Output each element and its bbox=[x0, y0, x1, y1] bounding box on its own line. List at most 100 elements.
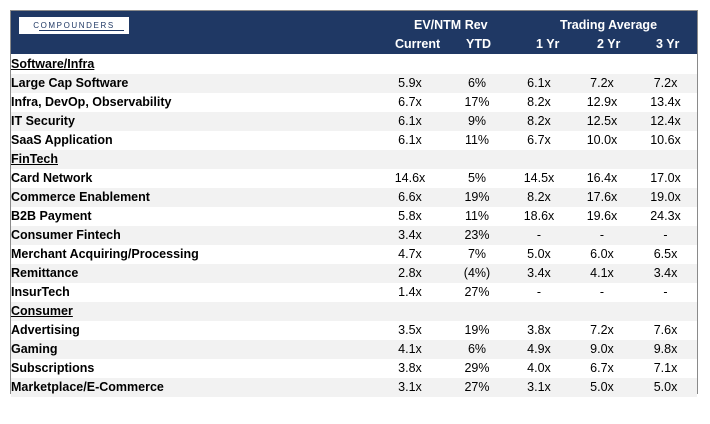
col-header-3yr: 3 Yr bbox=[656, 37, 680, 51]
yr3-cell: 7.6x bbox=[653, 323, 678, 337]
yr1-cell: 4.9x bbox=[508, 340, 570, 359]
yr2-cell: 5.0x bbox=[570, 378, 634, 397]
yr1-cell: 18.6x bbox=[523, 209, 555, 223]
logo-underline bbox=[39, 30, 124, 31]
row-label: InsurTech bbox=[11, 285, 70, 299]
ev-ntm-rev-group-header: EV/NTM Rev bbox=[414, 18, 488, 32]
row-label: Merchant Acquiring/Processing bbox=[11, 247, 199, 261]
yr3-cell: - bbox=[634, 226, 698, 245]
ytd-cell: 6% bbox=[446, 340, 508, 359]
yr3-cell: 19.0x bbox=[634, 188, 698, 207]
section-row: Software/Infra bbox=[11, 55, 697, 74]
yr2-cell: 19.6x bbox=[586, 209, 618, 223]
ytd-cell: 19% bbox=[464, 323, 490, 337]
yr2-cell: 10.0x bbox=[586, 133, 618, 147]
current-cell: 1.4x bbox=[398, 285, 422, 299]
yr3-cell: 7.1x bbox=[653, 361, 678, 375]
current-cell: 3.1x bbox=[374, 378, 446, 397]
ytd-cell: 29% bbox=[464, 361, 490, 375]
current-cell: 3.5x bbox=[398, 323, 422, 337]
table-row: Infra, DevOp, Observability 6.7x 17% 8.2x 12… bbox=[11, 93, 697, 112]
row-label: SaaS Application bbox=[11, 133, 113, 147]
current-cell: 6.1x bbox=[374, 112, 446, 131]
ytd-cell: 5% bbox=[467, 171, 487, 185]
yr3-cell: 3.4x bbox=[634, 264, 698, 283]
ytd-cell: 27% bbox=[446, 378, 508, 397]
table-row: Consumer Fintech 3.4x 23% - - - bbox=[11, 226, 698, 245]
yr3-cell: 10.6x bbox=[650, 133, 681, 147]
yr1-cell: - bbox=[508, 226, 570, 245]
current-cell: 5.8x bbox=[398, 209, 422, 223]
yr1-cell: 3.4x bbox=[508, 264, 570, 283]
yr2-cell: 12.9x bbox=[586, 95, 618, 109]
table-row: IT Security 6.1x 9% 8.2x 12.5x 12.4x bbox=[11, 112, 698, 131]
yr3-cell: 6.5x bbox=[653, 247, 678, 261]
yr3-cell: 5.0x bbox=[634, 378, 698, 397]
trading-average-group-header: Trading Average bbox=[560, 18, 658, 32]
current-cell: 3.4x bbox=[374, 226, 446, 245]
yr3-cell: 12.4x bbox=[634, 112, 698, 131]
table-row: Large Cap Software 5.9x 6% 6.1x 7.2x 7.2x bbox=[11, 74, 698, 93]
row-label: Commerce Enablement bbox=[11, 188, 374, 207]
yr3-cell: - bbox=[663, 285, 668, 299]
table-row: Subscriptions 3.8x 29% 4.0x 6.7x 7.1x bbox=[11, 359, 697, 378]
row-label: B2B Payment bbox=[11, 209, 92, 223]
row-label: Large Cap Software bbox=[11, 74, 374, 93]
table-row: Marketplace/E-Commerce 3.1x 27% 3.1x 5.0x 5.0… bbox=[11, 378, 698, 397]
row-label: Gaming bbox=[11, 340, 374, 359]
col-header-ytd: YTD bbox=[466, 37, 491, 51]
table-row: Gaming 4.1x 6% 4.9x 9.0x 9.8x bbox=[11, 340, 698, 359]
section-title: Software/Infra bbox=[11, 57, 95, 71]
yr1-cell: 5.0x bbox=[527, 247, 551, 261]
yr2-cell: 17.6x bbox=[570, 188, 634, 207]
row-label: Subscriptions bbox=[11, 361, 95, 375]
current-cell: 14.6x bbox=[394, 171, 426, 185]
section-title: FinTech bbox=[11, 150, 698, 169]
ytd-cell: 17% bbox=[464, 95, 490, 109]
table-row: Merchant Acquiring/Processing 4.7x 7% 5.0x 6… bbox=[11, 245, 697, 264]
table-header-band: COMPOUNDERS EV/NTM Rev Trading Average C… bbox=[11, 11, 697, 54]
valuation-table-frame: COMPOUNDERS EV/NTM Rev Trading Average C… bbox=[10, 10, 698, 397]
yr2-cell: 12.5x bbox=[570, 112, 634, 131]
yr1-cell: - bbox=[536, 285, 542, 299]
table-row: Advertising 3.5x 19% 3.8x 7.2x 7.6x bbox=[11, 321, 697, 340]
current-cell: 6.6x bbox=[374, 188, 446, 207]
ytd-cell: 6% bbox=[446, 74, 508, 93]
yr1-cell: 3.1x bbox=[508, 378, 570, 397]
row-label: Infra, DevOp, Observability bbox=[11, 95, 172, 109]
yr1-cell: 8.2x bbox=[508, 188, 570, 207]
yr1-cell: 14.5x bbox=[523, 171, 555, 185]
yr2-cell: - bbox=[570, 226, 634, 245]
current-cell: 3.8x bbox=[398, 361, 422, 375]
row-label: Advertising bbox=[11, 323, 80, 337]
row-label: Remittance bbox=[11, 264, 374, 283]
yr3-cell: 24.3x bbox=[650, 209, 681, 223]
current-cell: 5.9x bbox=[374, 74, 446, 93]
yr2-cell: 6.7x bbox=[590, 361, 614, 375]
yr2-cell: 6.0x bbox=[590, 247, 614, 261]
col-header-2yr: 2 Yr bbox=[597, 37, 621, 51]
yr2-cell: 7.2x bbox=[570, 74, 634, 93]
section-row: Consumer bbox=[11, 302, 698, 321]
table-row: InsurTech 1.4x 27% - - - bbox=[11, 283, 697, 302]
section-title: Consumer bbox=[11, 302, 698, 321]
table-row: Remittance 2.8x (4%) 3.4x 4.1x 3.4x bbox=[11, 264, 698, 283]
ytd-cell: 7% bbox=[467, 247, 487, 261]
ytd-cell: 23% bbox=[446, 226, 508, 245]
yr3-cell: 13.4x bbox=[650, 95, 681, 109]
ytd-cell: 11% bbox=[464, 133, 490, 147]
table-row: Commerce Enablement 6.6x 19% 8.2x 17.6x 19.0x bbox=[11, 188, 698, 207]
current-cell: 4.7x bbox=[398, 247, 422, 261]
row-label: Consumer Fintech bbox=[11, 226, 374, 245]
current-cell: 2.8x bbox=[374, 264, 446, 283]
table-row: SaaS Application 6.1x 11% 6.7x 10.0x 10.6x bbox=[11, 131, 697, 150]
yr3-cell: 7.2x bbox=[634, 74, 698, 93]
table-row: Card Network 14.6x 5% 14.5x 16.4x 17.0x bbox=[11, 169, 697, 188]
logo-text: COMPOUNDERS bbox=[33, 21, 115, 30]
yr2-cell: 16.4x bbox=[586, 171, 618, 185]
current-cell: 4.1x bbox=[374, 340, 446, 359]
table-row: B2B Payment 5.8x 11% 18.6x 19.6x 24.3x bbox=[11, 207, 697, 226]
yr1-cell: 4.0x bbox=[527, 361, 551, 375]
yr1-cell: 3.8x bbox=[527, 323, 551, 337]
ytd-cell: 9% bbox=[446, 112, 508, 131]
